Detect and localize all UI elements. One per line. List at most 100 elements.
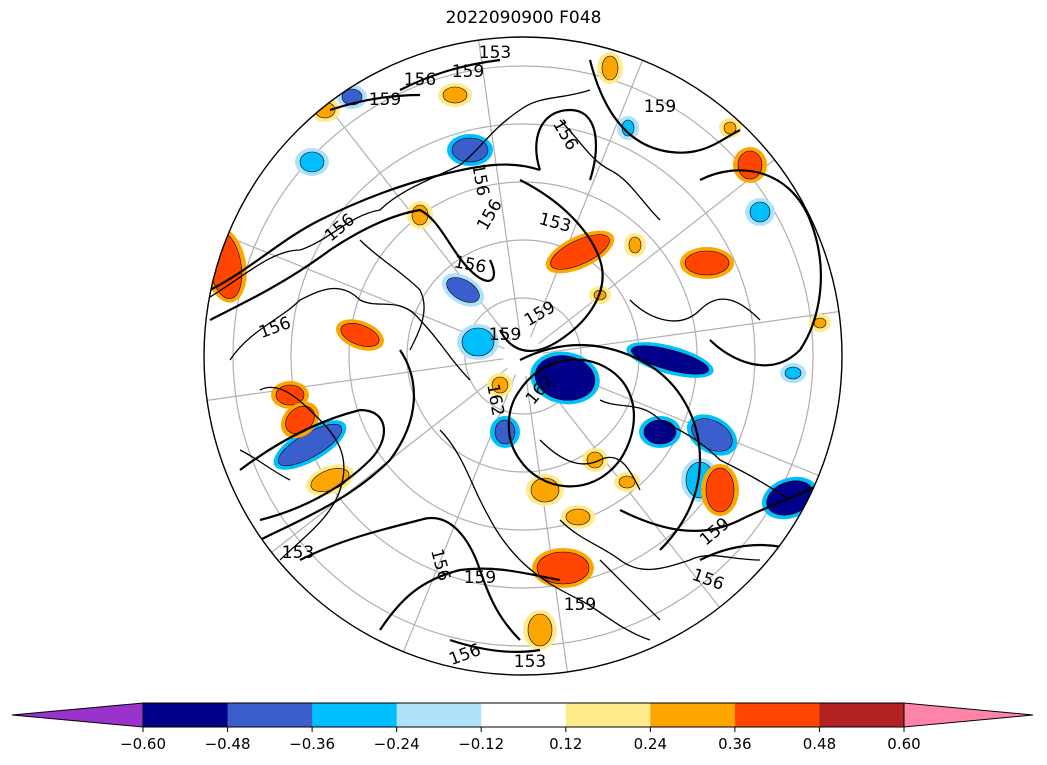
contour-label: 159 (452, 62, 484, 82)
contour-label: 159 (564, 595, 596, 615)
colorbar-segment (819, 703, 905, 727)
colorbar-tick-label: 0.12 (549, 735, 582, 753)
contour-line (535, 108, 598, 181)
anomaly-region-core (340, 323, 380, 347)
contour-line (588, 59, 741, 154)
colorbar-segment (734, 703, 820, 727)
colorbar-tick-label: 0.60 (887, 735, 920, 753)
coastline (599, 559, 661, 621)
meridian-line (477, 37, 521, 337)
contour-label: 159 (369, 90, 401, 110)
anomaly-region-core (494, 419, 516, 445)
colorbar-segment (481, 703, 567, 727)
height-contours (209, 58, 841, 654)
colorbar-frame (142, 702, 905, 728)
anomaly-region-core (784, 366, 802, 380)
meridian-line (525, 375, 569, 675)
colorbar: −0.60 −0.48 −0.36 −0.24 −0.12 0.12 0.24 0.36 0.4… (11, 702, 1034, 753)
colorbar-tick-label: −0.48 (205, 735, 251, 753)
coastlines (204, 89, 791, 641)
colorbar-segment (396, 703, 482, 727)
colorbar-extend-min (11, 702, 144, 728)
anomaly-region-core (451, 137, 489, 163)
meridian-line (222, 234, 505, 350)
coastline (539, 439, 641, 491)
meridian-line (204, 358, 504, 402)
meridian-line (538, 156, 779, 345)
contour-line (399, 58, 501, 91)
anomaly-region-core (341, 88, 363, 106)
anomaly-region-core (442, 86, 468, 104)
anomaly-region-core (737, 150, 763, 180)
contour-line (239, 408, 385, 522)
colorbar-tick-label: −0.24 (374, 735, 420, 753)
contour-label: 159 (489, 325, 521, 345)
contour-label: 156 (404, 70, 436, 90)
contour-label: 153 (479, 43, 511, 63)
contour-label: 159 (644, 97, 676, 117)
anomaly-region-core (684, 250, 730, 276)
colorbar-segment (565, 703, 651, 727)
contour-line (379, 567, 561, 631)
map-boundary (203, 36, 843, 676)
contour-line (209, 208, 495, 321)
anomaly-region-core (550, 234, 610, 270)
anomaly-region-core (723, 121, 737, 135)
anomaly-region-core (601, 55, 619, 81)
contour-label: 153 (282, 543, 314, 563)
colorbar-tick-label: −0.60 (120, 735, 166, 753)
contour-line (699, 169, 822, 367)
colorbar-tick-label: 0.24 (634, 735, 667, 753)
anomaly-region-core (536, 551, 590, 585)
colorbar-tick-label: 0.36 (718, 735, 751, 753)
colorbar-segment (227, 703, 313, 727)
anomaly-region-core (618, 475, 636, 489)
coastline (439, 429, 651, 641)
coastline (359, 239, 425, 351)
contour-label: 159 (464, 568, 496, 588)
contour-label: 153 (514, 652, 546, 672)
contour-line (499, 179, 604, 352)
coastline (559, 519, 761, 571)
colorbar-tick-label: 0.48 (803, 735, 836, 753)
anomaly-region-core (446, 277, 480, 303)
contour-line (519, 343, 702, 551)
coastline (204, 89, 591, 301)
colorbar-tick-label: −0.12 (458, 735, 504, 753)
anomaly-region-core (705, 467, 735, 513)
anomaly-region-core (275, 384, 305, 406)
colorbar-segment (650, 703, 736, 727)
anomaly-region-core (630, 345, 710, 375)
contour-line (209, 163, 541, 291)
coastline (259, 386, 345, 561)
contour-line (449, 638, 541, 654)
anomaly-region-core (643, 419, 677, 445)
contour-line (329, 93, 421, 112)
colorbar-segment (143, 703, 229, 727)
colorbar-tick-label: −0.36 (289, 735, 335, 753)
anomaly-region-core (586, 451, 604, 469)
map-title: 2022090900 F048 (445, 8, 602, 28)
anomaly-region-core (565, 508, 591, 526)
anomaly-region-core (411, 204, 429, 226)
anomaly-region-core (628, 236, 642, 254)
coastline (629, 298, 761, 322)
anomaly-region-core (749, 201, 771, 223)
coastline (559, 119, 661, 221)
coastline (599, 399, 791, 501)
anomaly-region-core (299, 151, 325, 173)
contour-line (507, 358, 636, 488)
anomaly-shading (204, 52, 831, 650)
coastline (229, 287, 471, 381)
meridian-line (529, 55, 645, 338)
anomaly-region-core (527, 613, 553, 647)
anomaly-region-core (813, 317, 827, 329)
coastline (239, 449, 291, 481)
anomaly-region-core (491, 376, 509, 394)
colorbar-segment (312, 703, 398, 727)
anomaly-region-core (461, 327, 495, 357)
contour-line (259, 349, 415, 541)
